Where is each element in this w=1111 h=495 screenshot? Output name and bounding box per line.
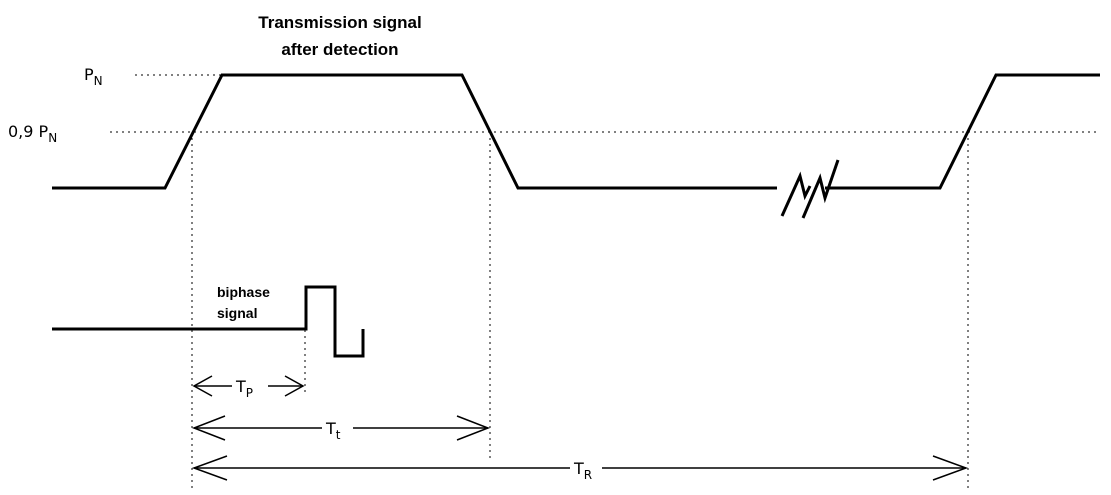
pn-level-label: PN xyxy=(84,65,103,88)
transmission-signal-waveform xyxy=(52,73,777,190)
tr-interval-label: TR xyxy=(573,459,592,482)
diagram-title-line1: Transmission signal xyxy=(258,13,421,32)
diagram-title-line2: after detection xyxy=(281,40,398,59)
tp-interval-arrow xyxy=(192,375,305,397)
time-break-symbol xyxy=(780,171,812,217)
tp-interval-label: TP xyxy=(235,377,253,400)
biphase-signal-waveform xyxy=(52,285,365,358)
tt-interval-arrow xyxy=(191,415,491,441)
p09-level-label: 0,9 PN xyxy=(8,122,57,145)
time-break-symbol-second xyxy=(801,159,840,219)
tt-interval-label: Tt xyxy=(325,419,341,442)
tr-interval-arrow xyxy=(191,455,969,481)
transmission-signal-waveform-continued xyxy=(825,73,1100,190)
biphase-label-line2: signal xyxy=(217,305,257,321)
biphase-label-line1: biphase xyxy=(217,284,270,300)
